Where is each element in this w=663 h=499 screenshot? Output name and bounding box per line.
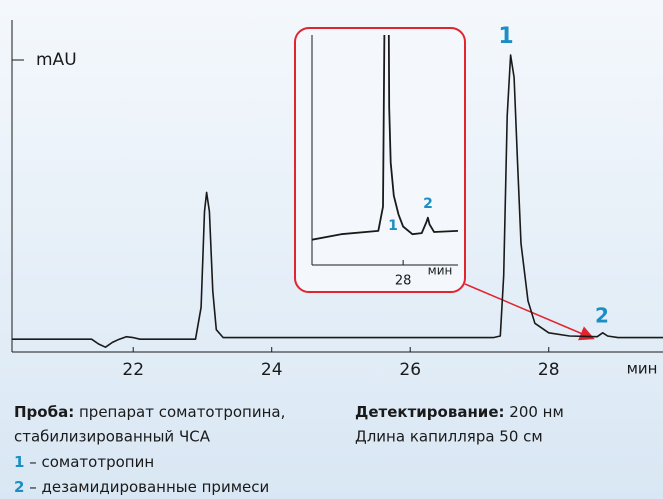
inset-frame <box>294 27 466 293</box>
peak-num: 2 <box>14 478 24 496</box>
peak-label: 2 <box>595 304 609 328</box>
inset-peak-label: 2 <box>423 196 433 212</box>
peak-name: – дезамидированные примеси <box>29 478 269 496</box>
peak-1: 1 – соматотропин <box>14 453 154 471</box>
x-axis-label: мин <box>627 360 658 378</box>
x-tick-label: 28 <box>395 274 412 289</box>
inset-x-axis-label: мин <box>428 264 453 278</box>
trace <box>12 54 663 348</box>
detection-label: Детектирование: <box>355 403 505 421</box>
peak-num: 1 <box>14 453 24 471</box>
peak-label: 1 <box>498 24 513 49</box>
peak-name: – соматотропин <box>29 453 154 471</box>
x-tick-label: 24 <box>261 360 283 380</box>
detection-text: 200 нм <box>509 403 564 421</box>
sample-text-2: стабилизированный ЧСА <box>14 428 211 446</box>
x-tick-label: 22 <box>122 360 144 380</box>
trace <box>312 35 458 241</box>
sample: Проба: препарат соматотропина, <box>14 403 285 421</box>
inset-arrow <box>464 283 595 341</box>
capillary: Длина капилляра 50 см <box>355 428 543 446</box>
inset-peak-label: 1 <box>388 218 398 234</box>
sample-text: препарат соматотропина, <box>79 403 285 421</box>
y-axis-label: mAU <box>36 50 77 70</box>
x-tick-label: 28 <box>538 360 560 380</box>
caption: Проба: препарат соматотропина, стабилизи… <box>14 403 564 496</box>
sample-label: Проба: <box>14 403 74 421</box>
x-tick-label: 26 <box>399 360 421 380</box>
detection: Детектирование: 200 нм <box>355 403 564 421</box>
peak-2: 2 – дезамидированные примеси <box>14 478 269 496</box>
